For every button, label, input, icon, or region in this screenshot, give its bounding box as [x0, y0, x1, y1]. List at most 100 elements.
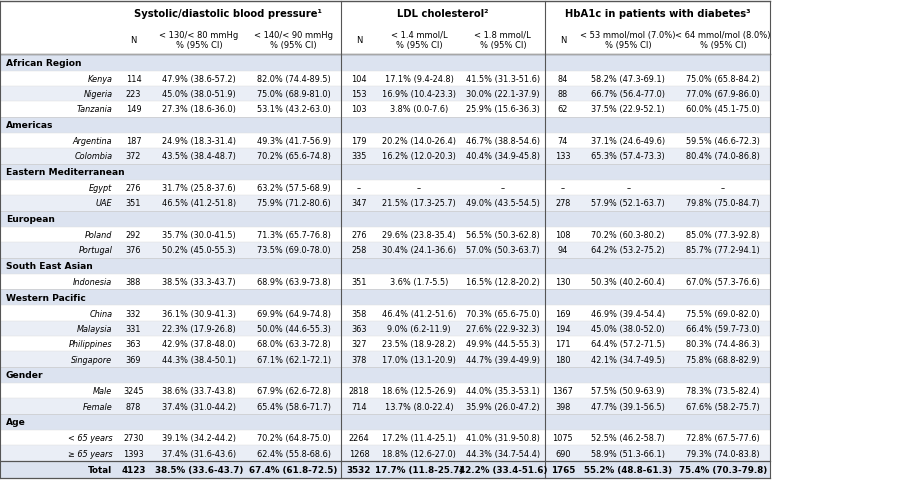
Text: 171: 171	[555, 339, 571, 348]
Text: < 140/< 90 mmHg
% (95% CI): < 140/< 90 mmHg % (95% CI)	[254, 31, 333, 50]
Text: 70.2% (65.6-74.8): 70.2% (65.6-74.8)	[257, 152, 330, 161]
Text: 114: 114	[125, 74, 142, 84]
Bar	[0, 430, 770, 445]
Text: 37.1% (24.6-49.6): 37.1% (24.6-49.6)	[591, 137, 666, 146]
Text: 67.6% (58.2-75.7): 67.6% (58.2-75.7)	[686, 402, 759, 411]
Text: 47.7% (39.1-56.5): 47.7% (39.1-56.5)	[592, 402, 665, 411]
Text: 67.0% (57.3-76.6): 67.0% (57.3-76.6)	[686, 277, 759, 287]
Text: 363: 363	[125, 339, 142, 348]
Text: < 1.8 mmol/L
% (95% CI): < 1.8 mmol/L % (95% CI)	[474, 31, 531, 50]
Text: 67.4% (61.8-72.5): 67.4% (61.8-72.5)	[250, 465, 337, 474]
Text: 16.9% (10.4-23.3): 16.9% (10.4-23.3)	[382, 90, 456, 99]
Text: 88: 88	[557, 90, 568, 99]
Text: LDL cholesterol²: LDL cholesterol²	[397, 9, 489, 19]
Bar	[0, 72, 770, 87]
Bar	[0, 149, 770, 164]
Text: Female: Female	[83, 402, 113, 411]
Bar	[0, 461, 770, 479]
Text: 363: 363	[351, 324, 367, 333]
Text: 278: 278	[555, 199, 571, 208]
Text: 57.9% (52.1-63.7): 57.9% (52.1-63.7)	[592, 199, 665, 208]
Text: 3532: 3532	[346, 465, 372, 474]
Text: 49.0% (43.5-54.5): 49.0% (43.5-54.5)	[466, 199, 539, 208]
Text: 335: 335	[351, 152, 367, 161]
Text: < 130/< 80 mmHg
% (95% CI): < 130/< 80 mmHg % (95% CI)	[160, 31, 238, 50]
Text: 79.8% (75.0-84.7): 79.8% (75.0-84.7)	[686, 199, 759, 208]
Bar	[0, 25, 770, 55]
Text: 75.5% (69.0-82.0): 75.5% (69.0-82.0)	[686, 309, 759, 318]
Bar	[0, 117, 770, 133]
Text: 194: 194	[555, 324, 571, 333]
Text: –: –	[626, 184, 630, 192]
Text: 73.5% (69.0-78.0): 73.5% (69.0-78.0)	[257, 246, 330, 255]
Bar	[0, 445, 770, 461]
Text: Nigeria: Nigeria	[83, 90, 113, 99]
Text: 46.5% (41.2-51.8): 46.5% (41.2-51.8)	[161, 199, 236, 208]
Bar	[0, 211, 770, 228]
Text: European: European	[6, 215, 55, 224]
Text: 276: 276	[351, 230, 367, 240]
Bar	[0, 352, 770, 367]
Text: Colombia: Colombia	[74, 152, 113, 161]
Text: 3.6% (1.7-5.5): 3.6% (1.7-5.5)	[390, 277, 448, 287]
Text: 37.4% (31.6-43.6): 37.4% (31.6-43.6)	[161, 449, 236, 457]
Text: 67.9% (62.6-72.8): 67.9% (62.6-72.8)	[257, 386, 330, 396]
Text: 2818: 2818	[349, 386, 369, 396]
Text: 82.0% (74.4-89.5): 82.0% (74.4-89.5)	[257, 74, 330, 84]
Text: 69.9% (64.9-74.8): 69.9% (64.9-74.8)	[256, 309, 331, 318]
Bar	[0, 384, 770, 398]
Text: 44.3% (34.7-54.4): 44.3% (34.7-54.4)	[465, 449, 540, 457]
Text: < 65 years: < 65 years	[68, 433, 113, 443]
Text: 24.9% (18.3-31.4): 24.9% (18.3-31.4)	[161, 137, 236, 146]
Text: –: –	[357, 184, 361, 192]
Text: 47.9% (38.6-57.2): 47.9% (38.6-57.2)	[162, 74, 235, 84]
Text: 169: 169	[555, 309, 571, 318]
Text: Tanzania: Tanzania	[77, 105, 113, 114]
Text: 20.2% (14.0-26.4): 20.2% (14.0-26.4)	[382, 137, 456, 146]
Text: 133: 133	[555, 152, 571, 161]
Text: 42.2% (33.4-51.6): 42.2% (33.4-51.6)	[458, 465, 548, 474]
Text: 42.1% (34.7-49.5): 42.1% (34.7-49.5)	[591, 355, 666, 364]
Text: 388: 388	[125, 277, 142, 287]
Bar	[0, 258, 770, 274]
Text: 75.8% (68.8-82.9): 75.8% (68.8-82.9)	[686, 355, 759, 364]
Text: 108: 108	[555, 230, 571, 240]
Text: < 64 mmol/mol (8.0%)
% (95% CI): < 64 mmol/mol (8.0%) % (95% CI)	[676, 31, 770, 50]
Text: –: –	[561, 184, 565, 192]
Text: 1268: 1268	[348, 449, 370, 457]
Bar	[0, 1, 770, 25]
Text: 38.5% (33.6-43.7): 38.5% (33.6-43.7)	[155, 465, 243, 474]
Text: 72.8% (67.5-77.6): 72.8% (67.5-77.6)	[686, 433, 759, 443]
Text: 66.7% (56.4-77.0): 66.7% (56.4-77.0)	[591, 90, 666, 99]
Text: 187: 187	[125, 137, 142, 146]
Text: South East Asian: South East Asian	[6, 262, 93, 271]
Text: 62: 62	[557, 105, 568, 114]
Bar	[0, 243, 770, 258]
Text: 180: 180	[555, 355, 571, 364]
Text: 65.3% (57.4-73.3): 65.3% (57.4-73.3)	[592, 152, 665, 161]
Text: 62.4% (55.8-68.6): 62.4% (55.8-68.6)	[256, 449, 331, 457]
Text: 84: 84	[557, 74, 568, 84]
Bar	[0, 274, 770, 289]
Text: 45.0% (38.0-51.9): 45.0% (38.0-51.9)	[162, 90, 235, 99]
Text: UAE: UAE	[96, 199, 113, 208]
Text: Age: Age	[6, 418, 26, 427]
Text: 43.5% (38.4-48.7): 43.5% (38.4-48.7)	[162, 152, 235, 161]
Text: 41.0% (31.9-50.8): 41.0% (31.9-50.8)	[466, 433, 539, 443]
Text: 36.1% (30.9-41.3): 36.1% (30.9-41.3)	[161, 309, 236, 318]
Text: 18.6% (12.5-26.9): 18.6% (12.5-26.9)	[382, 386, 456, 396]
Text: 68.9% (63.9-73.8): 68.9% (63.9-73.8)	[257, 277, 330, 287]
Text: 9.0% (6.2-11.9): 9.0% (6.2-11.9)	[387, 324, 451, 333]
Text: 75.0% (65.8-84.2): 75.0% (65.8-84.2)	[686, 74, 759, 84]
Text: 179: 179	[351, 137, 367, 146]
Text: 50.2% (45.0-55.3): 50.2% (45.0-55.3)	[162, 246, 235, 255]
Text: 66.4% (59.7-73.0): 66.4% (59.7-73.0)	[686, 324, 759, 333]
Text: 67.1% (62.1-72.1): 67.1% (62.1-72.1)	[256, 355, 331, 364]
Text: 29.6% (23.8-35.4): 29.6% (23.8-35.4)	[382, 230, 456, 240]
Text: 59.5% (46.6-72.3): 59.5% (46.6-72.3)	[686, 137, 759, 146]
Bar	[0, 289, 770, 306]
Text: Systolic/diastolic blood pressure¹: Systolic/diastolic blood pressure¹	[134, 9, 322, 19]
Text: –: –	[417, 184, 421, 192]
Bar	[0, 336, 770, 352]
Text: 878: 878	[125, 402, 142, 411]
